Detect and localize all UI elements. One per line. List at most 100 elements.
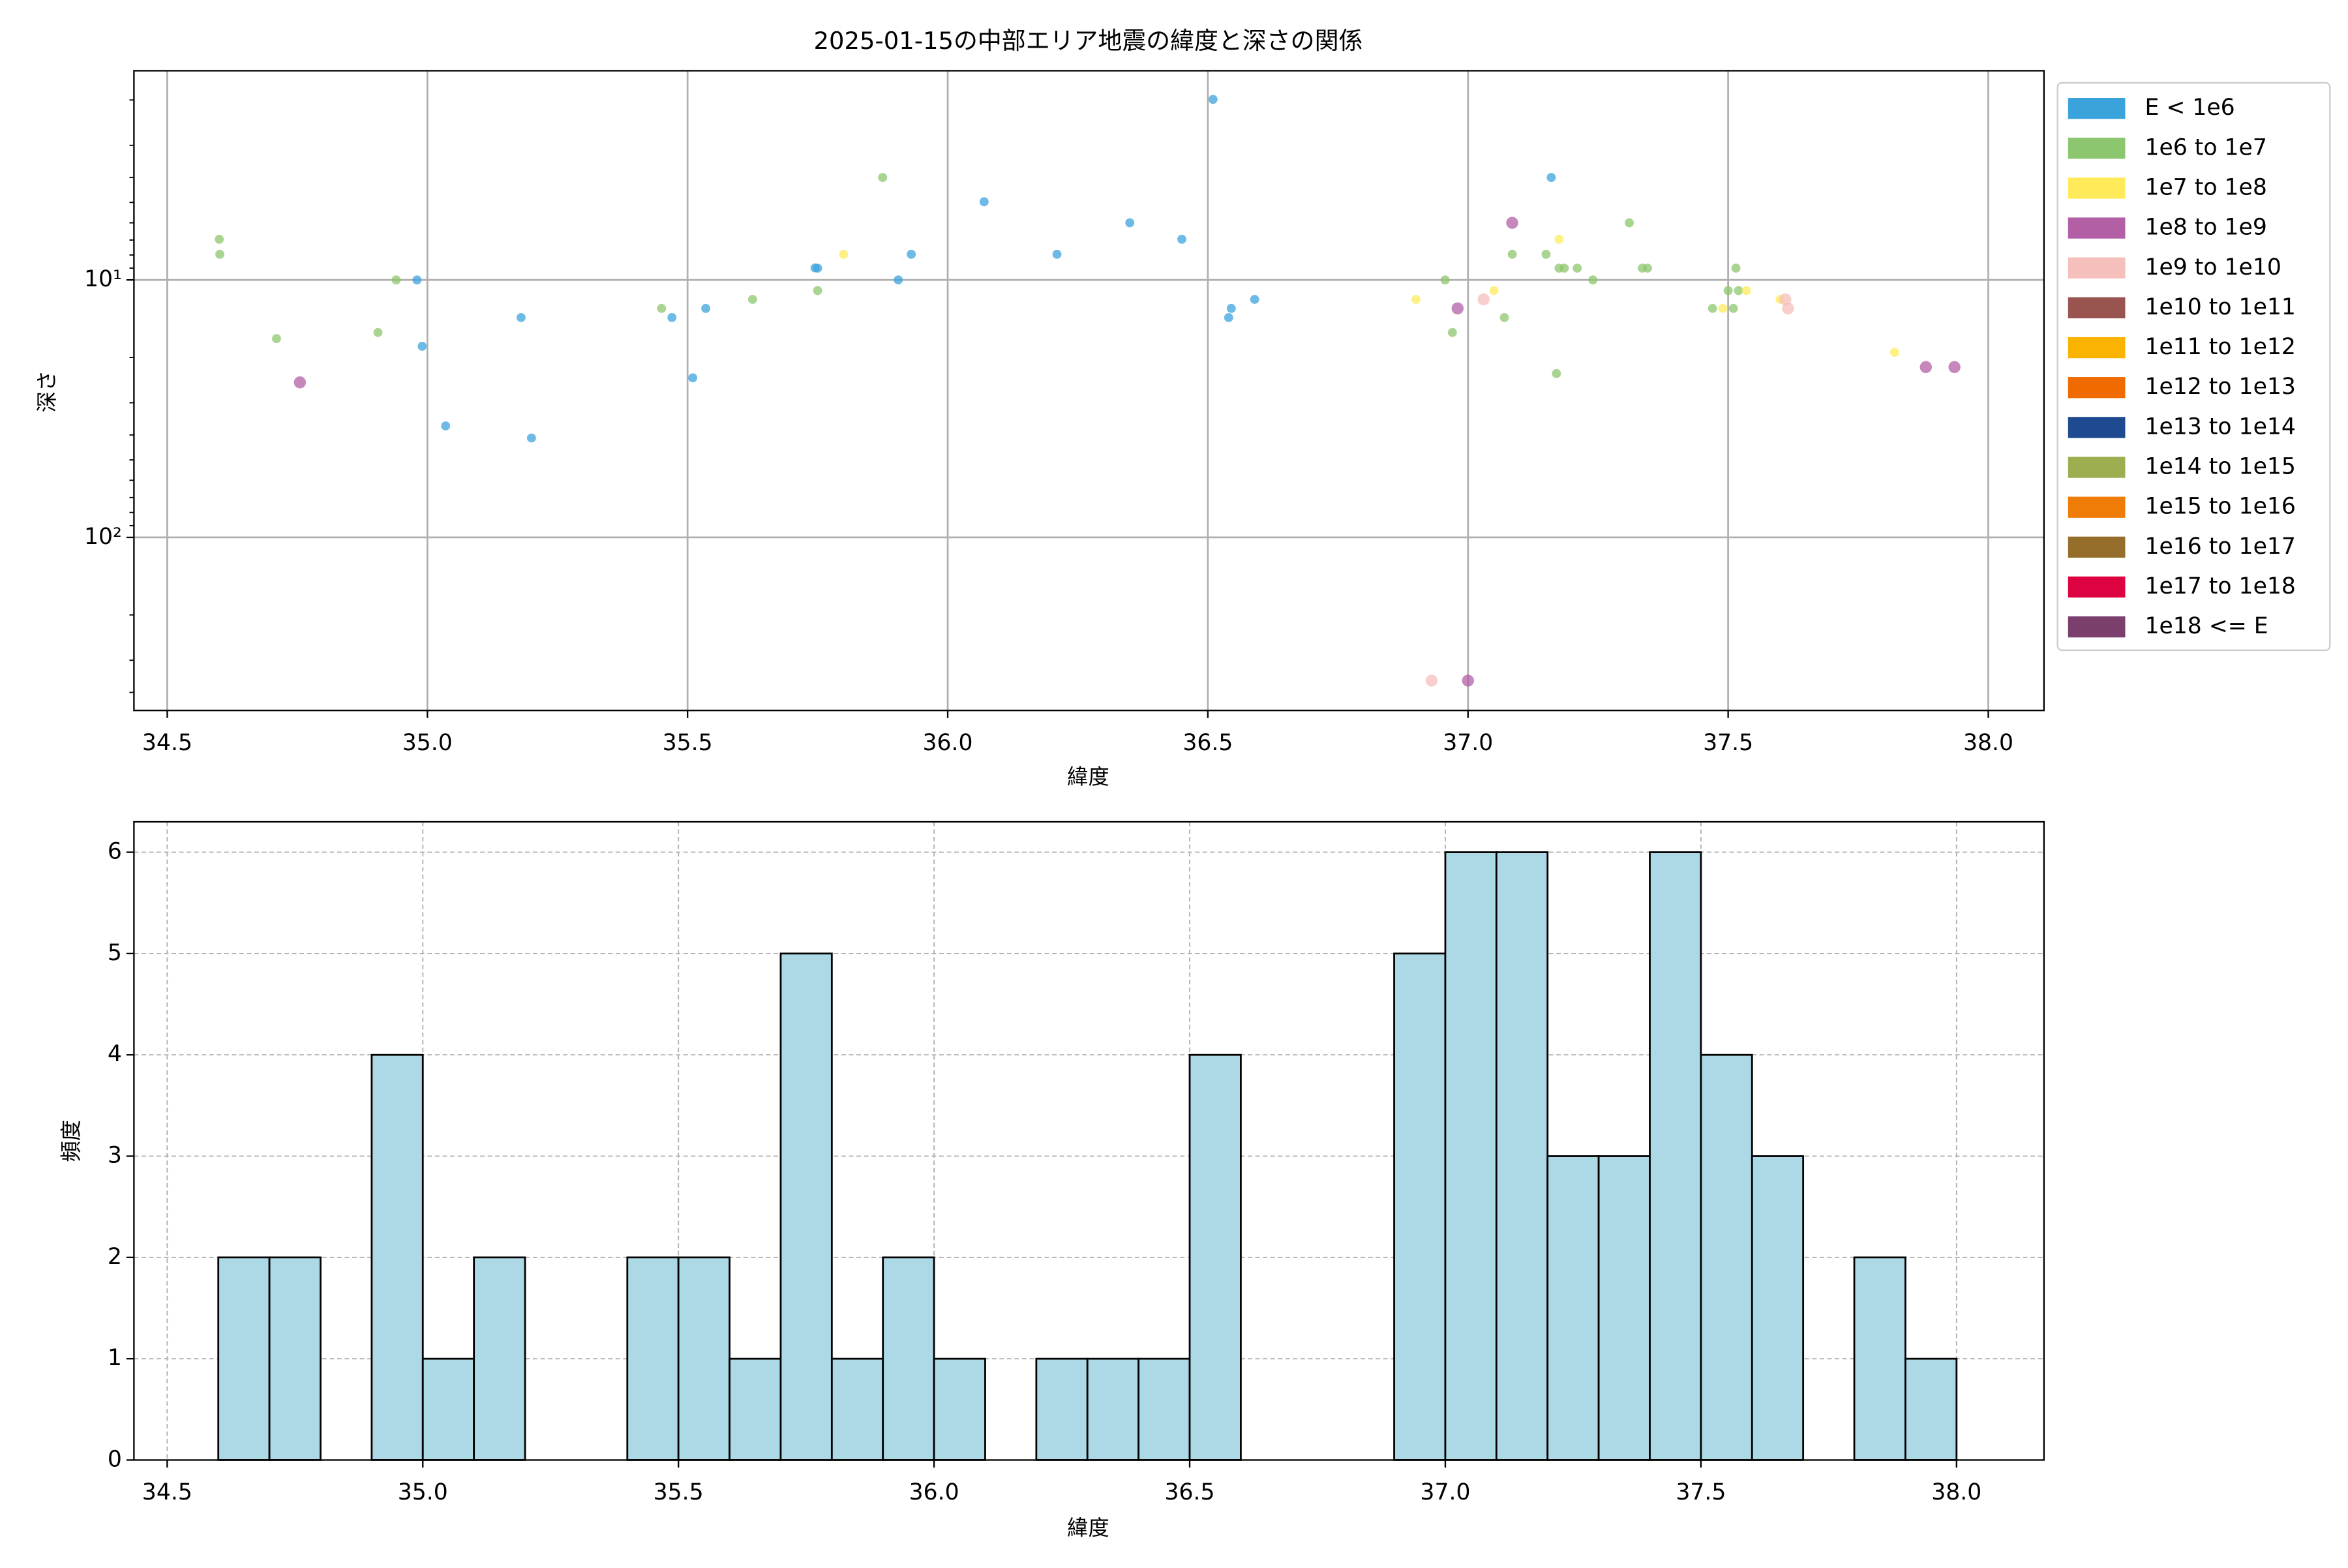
point	[1226, 303, 1236, 313]
legend-swatch	[2068, 98, 2126, 119]
y-axis-label: 頻度	[59, 1120, 83, 1162]
legend-label: E < 1e6	[2145, 95, 2235, 121]
point	[1734, 286, 1743, 295]
bar	[933, 1357, 986, 1461]
x-tick-label: 37.5	[1676, 1479, 1726, 1505]
x-tick-label: 36.0	[909, 1479, 959, 1505]
legend-swatch	[2068, 496, 2126, 518]
plot-frame	[133, 821, 2045, 1461]
y-tick-label: 3	[108, 1143, 122, 1169]
point	[894, 275, 903, 285]
point	[1546, 173, 1556, 183]
point	[1728, 303, 1738, 313]
bar	[1495, 851, 1549, 1461]
point	[1489, 286, 1499, 295]
y-tick-label: 6	[108, 839, 122, 865]
y-axis-label: 深さ	[35, 370, 59, 413]
y-tick-label: 1	[108, 1345, 122, 1371]
legend-label: 1e7 to 1e8	[2145, 174, 2266, 200]
point	[1177, 234, 1186, 244]
x-tick-label: 37.0	[1420, 1479, 1470, 1505]
x-tick-label: 35.0	[402, 730, 453, 756]
legend-label: 1e11 to 1e12	[2145, 334, 2295, 360]
point	[813, 264, 822, 273]
point	[1718, 303, 1728, 313]
point	[1425, 674, 1438, 687]
point	[1125, 218, 1135, 228]
point	[657, 303, 667, 313]
legend-swatch	[2068, 257, 2126, 279]
point	[1411, 295, 1421, 304]
point	[1708, 303, 1717, 313]
point	[839, 249, 849, 259]
point	[1573, 264, 1582, 273]
bar	[779, 952, 833, 1461]
bar	[1444, 851, 1498, 1461]
legend-label: 1e14 to 1e15	[2145, 454, 2295, 480]
bar	[1853, 1256, 1906, 1461]
x-tick-label: 36.5	[1165, 1479, 1215, 1505]
point	[1250, 295, 1259, 304]
bar	[1649, 851, 1702, 1461]
bar	[1035, 1357, 1089, 1461]
point	[1588, 275, 1598, 285]
legend-swatch	[2068, 377, 2126, 399]
point	[1462, 674, 1474, 687]
bar	[1188, 1053, 1242, 1461]
legend-label: 1e12 to 1e13	[2145, 374, 2295, 400]
legend-label: 1e16 to 1e17	[2145, 534, 2295, 560]
bar	[1086, 1357, 1140, 1461]
point	[1779, 293, 1792, 306]
x-tick-label: 37.5	[1703, 730, 1753, 756]
point	[1889, 348, 1899, 357]
bar	[370, 1053, 424, 1461]
point	[1447, 327, 1457, 337]
legend-swatch	[2068, 297, 2126, 319]
point	[1948, 361, 1961, 374]
point	[667, 312, 677, 322]
y-tick-label: 5	[108, 940, 122, 966]
bar	[882, 1256, 935, 1461]
legend-swatch	[2068, 417, 2126, 438]
legend-swatch	[2068, 616, 2126, 638]
point	[1554, 234, 1564, 244]
bar	[830, 1357, 884, 1461]
legend-label: 1e9 to 1e10	[2145, 254, 2281, 280]
point	[1208, 95, 1218, 104]
bar	[1137, 1357, 1191, 1461]
legend-label: 1e15 to 1e16	[2145, 494, 2295, 520]
x-tick-label: 36.5	[1182, 730, 1233, 756]
point	[272, 334, 281, 344]
point	[391, 275, 401, 285]
point	[701, 303, 711, 313]
legend-label: 1e6 to 1e7	[2145, 134, 2266, 160]
point	[1440, 275, 1450, 285]
y-tick-label: 10¹	[84, 266, 122, 292]
bar	[677, 1256, 730, 1461]
bar	[1546, 1155, 1600, 1461]
point	[1506, 217, 1518, 229]
point	[373, 327, 383, 337]
point	[215, 249, 224, 259]
point	[294, 376, 307, 389]
chart-title: 2025-01-15の中部エリア地震の緯度と深さの関係	[814, 27, 1363, 55]
legend-label: 1e13 to 1e14	[2145, 414, 2295, 440]
x-tick-label: 38.0	[1931, 1479, 1981, 1505]
point	[516, 312, 526, 322]
legend-swatch	[2068, 138, 2126, 159]
legend-label: 1e17 to 1e18	[2145, 573, 2295, 599]
point	[979, 197, 989, 207]
legend-label: 1e8 to 1e9	[2145, 215, 2266, 241]
point	[1643, 264, 1652, 273]
bar	[1904, 1357, 1958, 1461]
point	[417, 341, 427, 351]
x-tick-label: 34.5	[142, 1479, 192, 1505]
legend-swatch	[2068, 337, 2126, 359]
bar	[217, 1256, 271, 1461]
point	[907, 249, 916, 259]
point	[1224, 312, 1233, 322]
plot-frame	[133, 70, 2045, 712]
legend-swatch	[2068, 576, 2126, 598]
point	[878, 173, 888, 183]
